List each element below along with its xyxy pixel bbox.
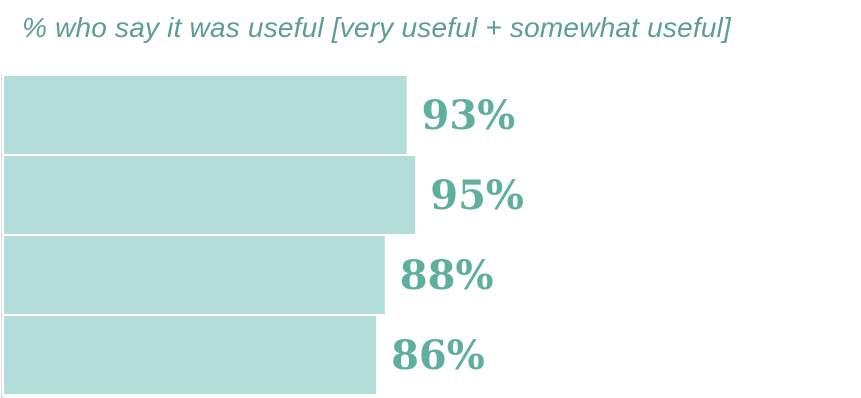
bar-1 — [2, 74, 409, 156]
bar-3 — [2, 234, 387, 316]
bar-2 — [2, 154, 418, 236]
bar-4 — [2, 314, 379, 396]
bar-value-label-2: 95% — [430, 172, 524, 219]
bar-value-label-4: 86% — [391, 332, 485, 379]
bar-value-label-3: 88% — [400, 252, 494, 299]
chart-title: % who say it was useful [very useful + s… — [22, 12, 731, 43]
value-labels-group: 93% 95% 88% 86% — [391, 92, 524, 379]
bar-value-label-1: 93% — [422, 92, 516, 139]
bars-group — [2, 74, 418, 396]
